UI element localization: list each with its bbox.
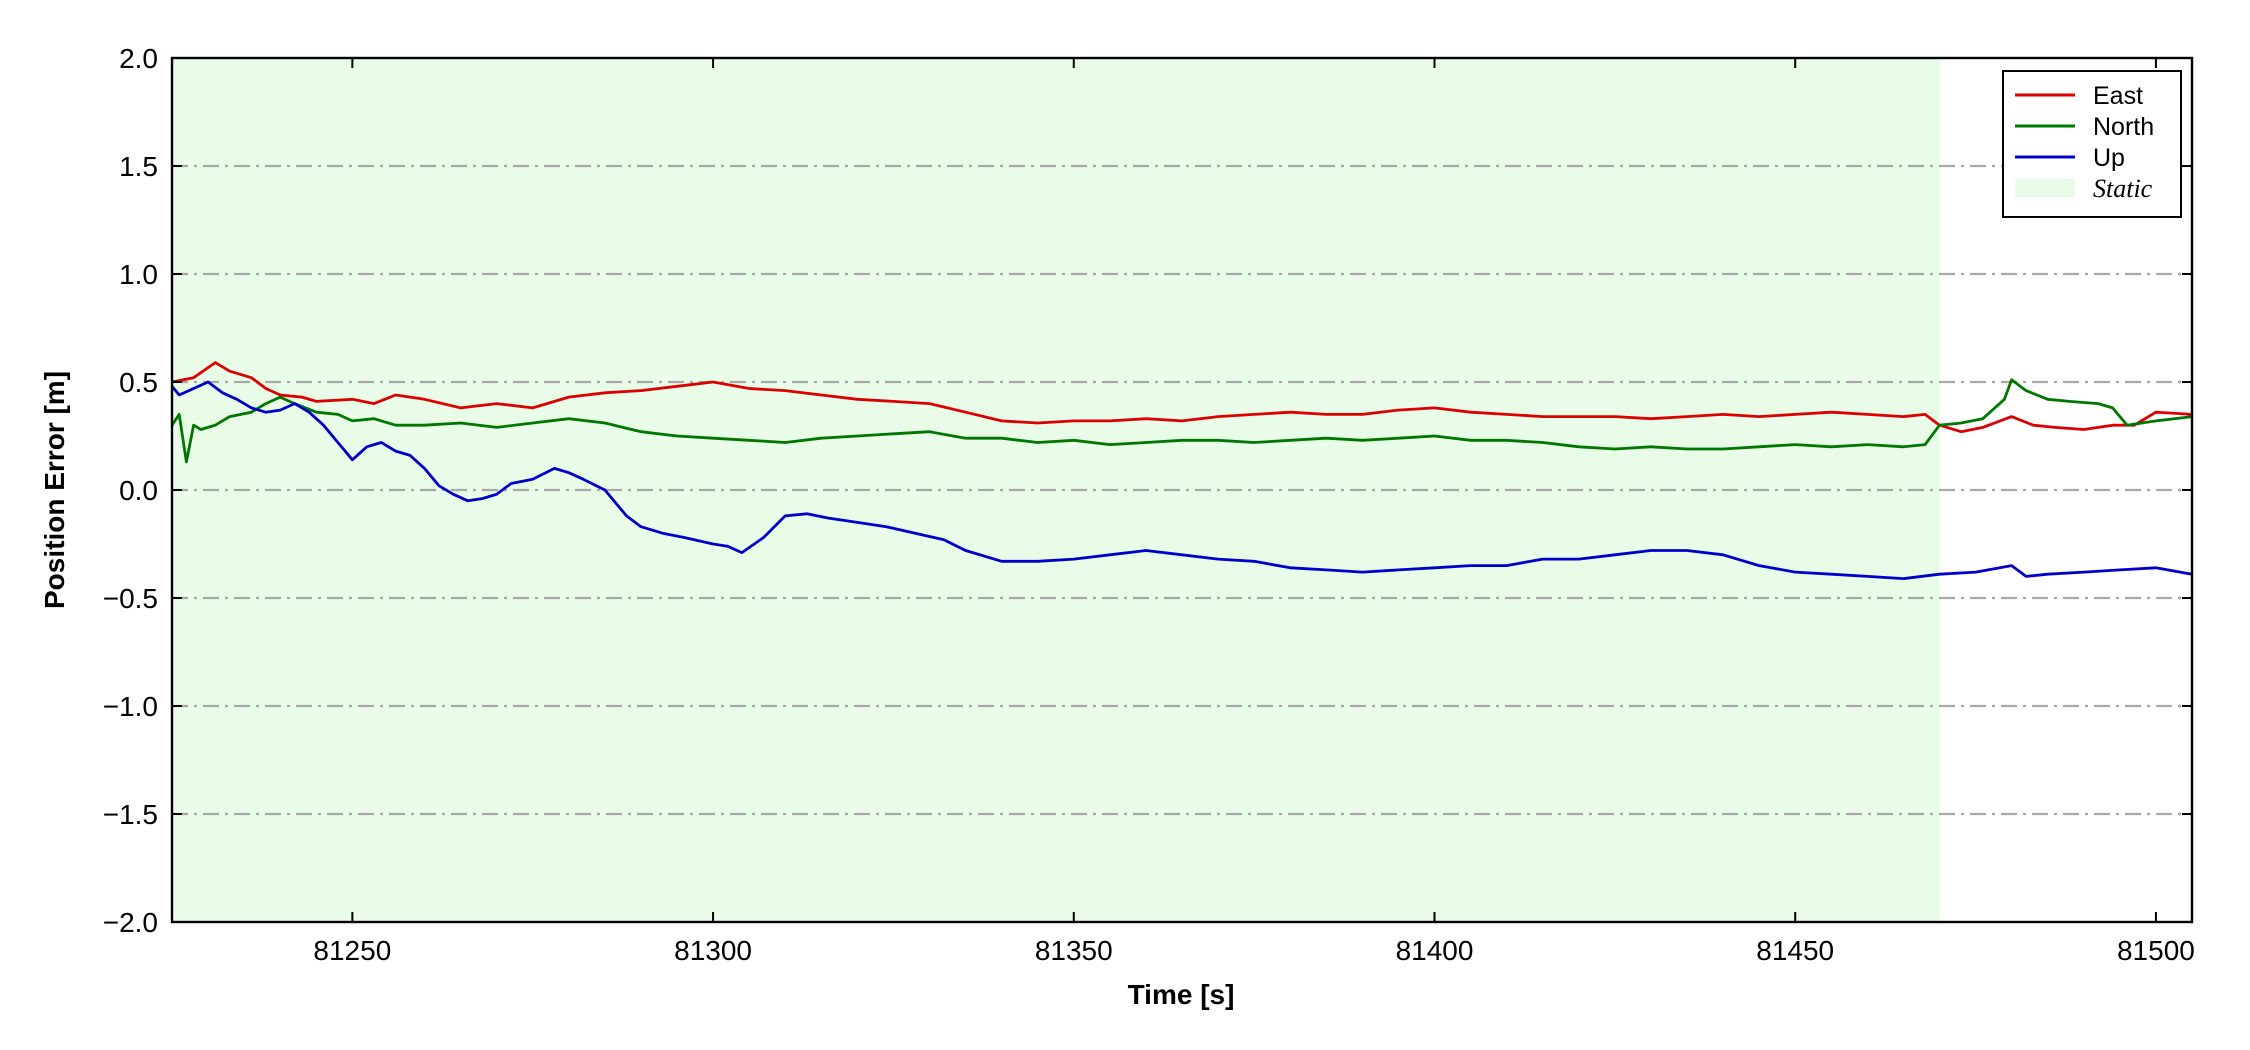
legend-swatch-static xyxy=(2015,179,2075,197)
series-line-east xyxy=(171,361,2193,434)
y-tick-label: −1.0 xyxy=(103,691,158,722)
y-tick-label: 0.0 xyxy=(119,475,158,506)
y-tick-label: −1.5 xyxy=(103,799,158,830)
series-line-up xyxy=(170,380,2193,580)
legend-label-north: North xyxy=(2093,113,2154,141)
x-tick-label: 81250 xyxy=(313,935,391,966)
ticks-layer: 81250 81300 81350 81400 81450 81500 −2.0 −1.5 −1… xyxy=(103,43,2195,966)
y-tick-label: −0.5 xyxy=(103,583,158,614)
x-axis-title: Time [s] xyxy=(1128,979,1235,1010)
x-tick-label: 81300 xyxy=(674,935,752,966)
y-tick-label: −2.0 xyxy=(103,907,158,938)
y-tick-label: 1.0 xyxy=(119,259,158,290)
legend-label-static: Static xyxy=(2093,174,2153,203)
legend-label-east: East xyxy=(2093,82,2143,110)
x-tick-label: 81500 xyxy=(2117,935,2195,966)
x-tick-label: 81350 xyxy=(1035,935,1113,966)
x-tick-label: 81450 xyxy=(1756,935,1834,966)
y-tick-label: 1.5 xyxy=(119,151,158,182)
series-layer xyxy=(170,361,2193,580)
series-line-north xyxy=(170,378,2193,464)
x-tick-label: 81400 xyxy=(1396,935,1474,966)
y-tick-label: 2.0 xyxy=(119,43,158,74)
y-axis-title: Position Error [m] xyxy=(39,371,70,609)
y-tick-label: 0.5 xyxy=(119,367,158,398)
grid-layer xyxy=(172,164,2192,816)
legend-label-up: Up xyxy=(2093,144,2125,172)
